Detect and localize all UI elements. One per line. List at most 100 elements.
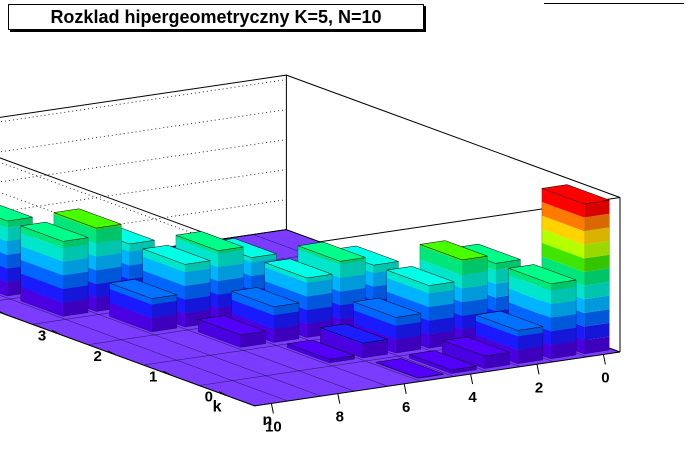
bar-side-slice	[508, 275, 551, 305]
n-tick	[470, 373, 474, 385]
bar-front-slice	[62, 237, 89, 249]
bar-side-slice	[142, 248, 185, 273]
bar-front-slice	[462, 256, 488, 262]
stats-box-edge	[544, 3, 684, 4]
bar-side-slice	[20, 287, 63, 317]
bar-side-slice	[541, 242, 585, 272]
bar-outline	[408, 354, 477, 374]
bar-side-slice	[109, 283, 152, 305]
bar-front-slice	[584, 241, 610, 259]
bar-front-slice	[484, 352, 510, 369]
k-axis-title: k	[213, 399, 222, 416]
bar-outline	[375, 362, 444, 379]
bar-front-slice	[184, 282, 211, 300]
bar-front-slice	[62, 244, 89, 262]
bar-front-slice	[96, 224, 122, 230]
bar-side-slice	[320, 327, 363, 345]
bar-top	[0, 204, 33, 222]
bar-side-slice	[541, 188, 585, 218]
bar-outline	[286, 343, 355, 364]
bar-side-slice	[508, 288, 551, 318]
bar-front-slice	[584, 309, 610, 327]
n-tick	[602, 354, 606, 365]
bar-side-slice	[386, 278, 429, 308]
bar-n3-k0	[442, 336, 510, 369]
top-edge-right	[286, 74, 621, 198]
bar-front-slice	[184, 268, 211, 287]
bar-side-slice	[320, 328, 363, 358]
bar-front-slice	[517, 326, 543, 337]
k-tick	[218, 391, 228, 397]
bar-front-slice	[362, 339, 388, 345]
bar-front-slice	[550, 314, 577, 332]
bar-front-slice	[584, 295, 610, 313]
bar-side-slice	[20, 225, 63, 249]
n-tick	[403, 383, 407, 394]
bar-front-slice	[96, 239, 122, 257]
bar-outline	[231, 291, 300, 343]
bar-front-slice	[251, 253, 277, 263]
bar-front-slice	[462, 257, 488, 276]
bar-front-slice	[362, 340, 388, 358]
bar-side-slice	[198, 319, 241, 348]
n-tick	[536, 364, 540, 375]
bar-outline	[353, 301, 422, 354]
bar-front-slice	[584, 200, 610, 218]
bar-front-slice	[329, 355, 355, 363]
bar-front-slice	[151, 314, 177, 332]
k-tick-label: 3	[38, 328, 46, 345]
bar-side-slice	[53, 212, 97, 230]
bar-front-slice	[584, 213, 610, 232]
bar-n8-k3	[109, 279, 178, 333]
k-tick	[163, 370, 172, 376]
bar-side-slice	[297, 245, 341, 265]
bar-front-slice	[62, 258, 89, 276]
bar-side-slice	[109, 302, 152, 332]
n-tick-label: 6	[402, 399, 410, 416]
bar-side-slice	[541, 202, 585, 232]
bar-n9-k4	[20, 221, 89, 317]
bar-side-slice	[264, 267, 307, 297]
bar-front-slice	[584, 282, 610, 300]
bar-front-slice	[550, 300, 577, 318]
chart-title: Rozklad hipergeometryczny K=5, N=10	[50, 6, 382, 27]
bar-side-slice	[442, 340, 485, 369]
bar-side-slice	[287, 343, 330, 363]
bar-front-slice	[550, 280, 577, 291]
bar-n4-k0	[408, 350, 477, 374]
bar-front-slice	[517, 332, 543, 350]
bar-front-slice	[306, 274, 333, 283]
bar-side-slice	[419, 245, 463, 276]
bar-front-slice	[395, 322, 421, 340]
chart-title-box: Rozklad hipergeometryczny K=5, N=10	[8, 4, 424, 30]
bar-side-slice	[20, 232, 63, 262]
bar-side-slice	[109, 289, 152, 319]
bar-front-slice	[62, 299, 89, 317]
bar-front-slice	[584, 268, 610, 286]
bar-side-slice	[175, 235, 219, 254]
bar-front-slice	[584, 254, 610, 272]
bar-front-slice	[462, 285, 488, 303]
bar-side-slice	[264, 262, 307, 283]
bar-front-slice	[428, 303, 455, 321]
bar-side-slice	[0, 218, 8, 228]
bar-front-slice	[96, 253, 122, 271]
bar-outline	[475, 314, 544, 364]
bar-front-slice	[495, 259, 521, 271]
bar-outline	[320, 327, 388, 359]
bar-front-slice	[218, 250, 244, 268]
bar-side-slice	[53, 214, 97, 244]
n-tick	[270, 403, 274, 414]
bar-n6-k2	[231, 287, 300, 343]
n-tick-label: 8	[336, 409, 344, 426]
bar-front-slice	[584, 336, 610, 354]
bar-side-slice	[0, 252, 8, 269]
bar-front-slice	[218, 263, 244, 282]
k-tick-label: 0	[205, 389, 213, 406]
bar-front-slice	[306, 292, 333, 311]
bar-side-slice	[386, 270, 429, 294]
bar-outline	[442, 340, 510, 369]
bar-side-slice	[0, 266, 8, 283]
bar-front-slice	[273, 311, 299, 329]
